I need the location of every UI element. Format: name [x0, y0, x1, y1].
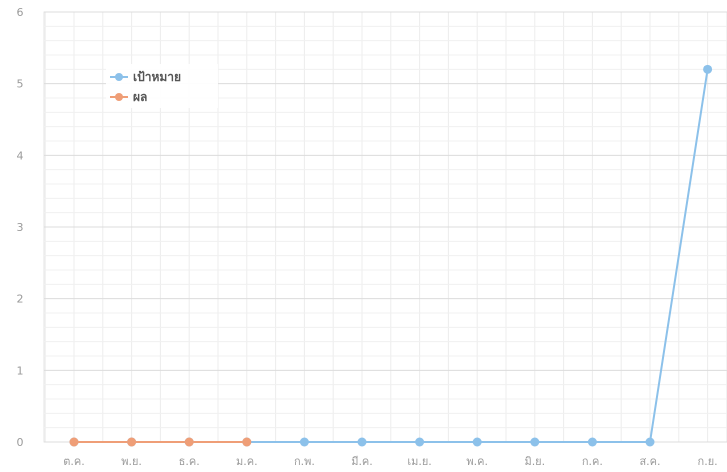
y-tick-label: 1 [17, 364, 24, 377]
series-point-0 [415, 437, 425, 447]
series-point-0 [472, 437, 482, 447]
series-point-1 [242, 437, 252, 447]
x-tick-label: พ.ย. [121, 455, 142, 468]
y-axis-ticks: 0 1 2 3 4 5 6 [17, 6, 24, 449]
gridlines [44, 11, 727, 443]
series-point-0 [587, 437, 597, 447]
legend-label-1: ผล [133, 90, 147, 104]
series-point-0 [357, 437, 367, 447]
y-tick-label: 0 [17, 436, 24, 449]
legend: เป้าหมาย ผล [106, 64, 218, 108]
x-tick-label: ก.ย. [698, 455, 718, 468]
series-point-0 [299, 437, 309, 447]
y-tick-label: 4 [17, 149, 24, 162]
y-tick-label: 6 [17, 6, 24, 19]
x-axis-ticks: ต.ค. พ.ย. ธ.ค. ม.ค. ก.พ. มี.ค. เม.ย. พ.ค. มิ.ย. ก… [63, 455, 717, 468]
series-point-0 [645, 437, 655, 447]
series-point-1 [69, 437, 79, 447]
y-tick-label: 2 [17, 293, 24, 306]
y-tick-label: 3 [17, 221, 24, 234]
x-tick-label: มี.ค. [351, 455, 373, 468]
y-tick-label: 5 [17, 78, 24, 91]
legend-swatch-marker-1 [115, 93, 123, 101]
series-lines [74, 69, 709, 443]
x-tick-label: ม.ค. [236, 455, 258, 468]
x-tick-label: ก.พ. [294, 455, 315, 468]
series-point-1 [184, 437, 194, 447]
series-point-0 [703, 64, 713, 74]
x-tick-label: ก.ค. [582, 455, 603, 468]
legend-label-0: เป้าหมาย [133, 70, 181, 84]
series-point-0 [530, 437, 540, 447]
x-tick-label: ส.ค. [639, 455, 660, 468]
x-tick-label: มิ.ย. [524, 455, 545, 468]
x-tick-label: ธ.ค. [179, 455, 200, 468]
series-point-1 [127, 437, 137, 447]
legend-swatch-marker-0 [115, 73, 123, 81]
x-tick-label: ต.ค. [63, 455, 85, 468]
x-tick-label: พ.ค. [466, 455, 488, 468]
legend-box [106, 64, 218, 108]
series-points [69, 64, 713, 447]
x-tick-label: เม.ย. [407, 455, 431, 468]
